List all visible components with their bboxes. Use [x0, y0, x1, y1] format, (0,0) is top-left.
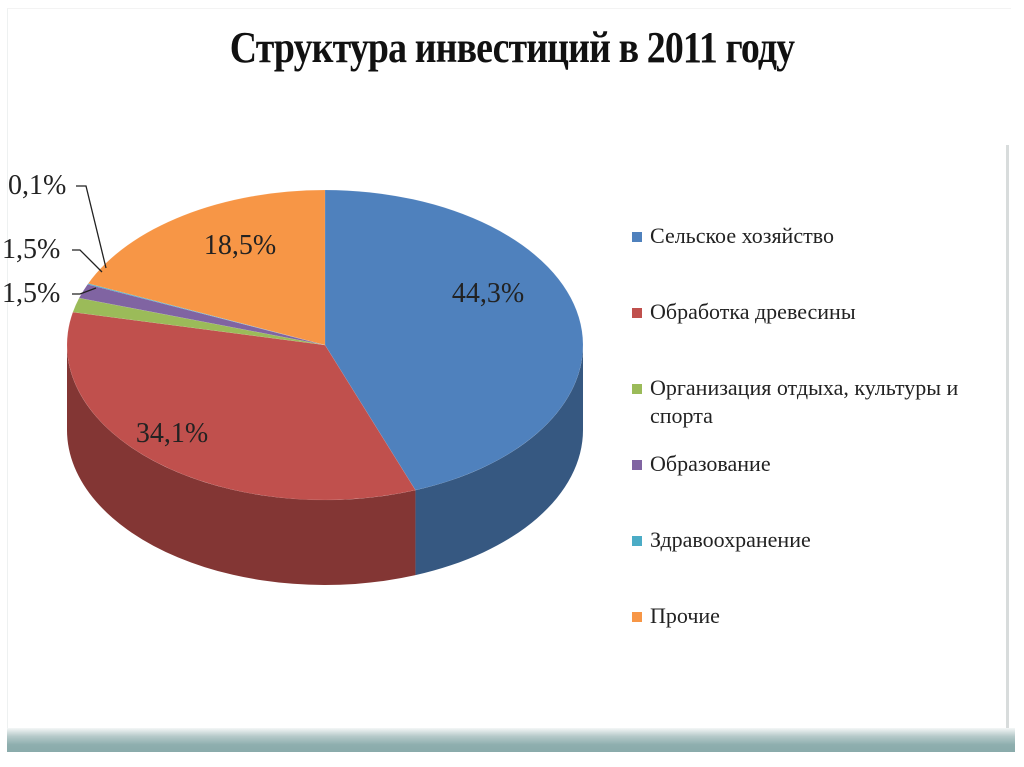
pie-slice: [72, 297, 326, 346]
pie-side-1: [67, 345, 416, 585]
legend-item: Обработка древесины: [632, 298, 856, 326]
slide-right-border: [1006, 145, 1009, 730]
legend-label: Прочие: [650, 603, 720, 628]
legend-item: Образование: [632, 450, 771, 478]
legend-swatch: [632, 308, 642, 318]
slide-bottom-bar: [7, 728, 1015, 752]
data-label: 34,1%: [136, 418, 208, 449]
leader-line: [76, 185, 107, 269]
legend-swatch: [632, 536, 642, 546]
legend-swatch: [632, 232, 642, 242]
pie-slice: [66, 311, 416, 501]
legend-label: Организация отдыха, культуры и спорта: [650, 375, 959, 428]
pie-slice: [78, 284, 326, 346]
leader-line: [72, 249, 103, 273]
legend-swatch: [632, 612, 642, 622]
data-label: 44,3%: [452, 278, 524, 309]
legend-item: Организация отдыха, культуры и спорта: [632, 374, 992, 430]
legend-swatch: [632, 384, 642, 394]
legend-item: Сельское хозяйство: [632, 222, 834, 250]
pie-slice: [87, 283, 326, 346]
data-label: 0,1%: [8, 170, 66, 201]
legend-label: Обработка древесины: [650, 299, 856, 324]
data-label: 18,5%: [204, 230, 276, 261]
legend-swatch: [632, 460, 642, 470]
pie-slice: [87, 189, 326, 346]
data-label: 1,5%: [2, 278, 60, 309]
legend-label: Здравоохранение: [650, 527, 811, 552]
legend-item: Прочие: [632, 602, 720, 630]
pie-side-0: [415, 345, 583, 576]
chart-title: Структура инвестиций в 2011 году: [229, 23, 795, 72]
legend-label: Сельское хозяйство: [650, 223, 834, 248]
pie-slice: [324, 189, 584, 491]
legend-label: Образование: [650, 451, 771, 476]
slide-frame: [7, 8, 1011, 744]
data-label: 1,5%: [2, 234, 60, 265]
legend-item: Здравоохранение: [632, 526, 811, 554]
leader-line: [72, 287, 97, 295]
